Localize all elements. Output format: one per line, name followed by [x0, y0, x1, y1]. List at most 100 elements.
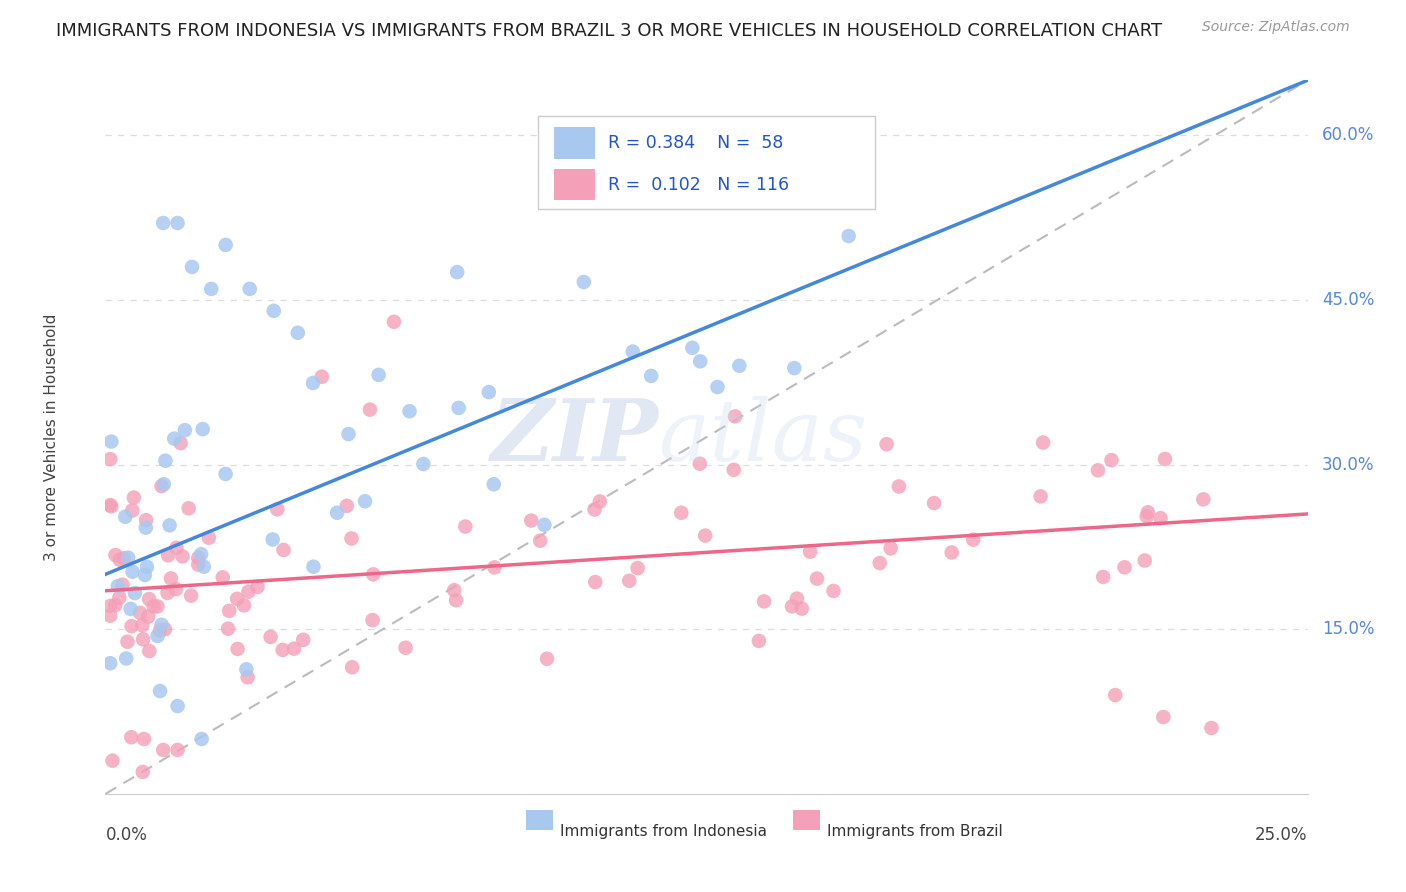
Point: [218, 604, 240, 618]
Bar: [793, 810, 820, 830]
Point: [121, 565, 143, 579]
Point: [454, 519, 477, 533]
Point: [117, 634, 139, 648]
Point: [135, 513, 157, 527]
Point: [484, 560, 506, 574]
Point: [98, 599, 121, 613]
FancyBboxPatch shape: [554, 169, 595, 201]
Point: [1133, 553, 1156, 567]
Point: [111, 578, 134, 592]
Point: [98, 657, 121, 671]
Point: [941, 545, 963, 559]
Point: [359, 402, 381, 417]
Point: [160, 571, 183, 585]
Point: [271, 643, 294, 657]
Text: 30.0%: 30.0%: [1322, 456, 1375, 474]
Point: [962, 533, 984, 547]
Point: [101, 754, 124, 768]
Point: [129, 606, 152, 620]
Point: [780, 599, 803, 614]
Point: [146, 629, 169, 643]
Point: [443, 583, 465, 598]
Text: R =  0.102   N = 116: R = 0.102 N = 116: [607, 176, 789, 194]
Point: [177, 501, 200, 516]
Text: 15.0%: 15.0%: [1322, 620, 1375, 638]
Point: [799, 544, 821, 558]
Point: [478, 385, 501, 400]
Point: [172, 549, 194, 564]
Text: atlas: atlas: [658, 396, 868, 478]
Point: [412, 457, 434, 471]
Point: [292, 632, 315, 647]
Point: [152, 743, 174, 757]
Point: [124, 586, 146, 600]
Point: [838, 229, 860, 244]
Text: IMMIGRANTS FROM INDONESIA VS IMMIGRANTS FROM BRAZIL 3 OR MORE VEHICLES IN HOUSEH: IMMIGRANTS FROM INDONESIA VS IMMIGRANTS …: [56, 22, 1163, 40]
Point: [262, 533, 284, 547]
Point: [887, 479, 910, 493]
Point: [394, 640, 416, 655]
Point: [922, 496, 945, 510]
Text: R = 0.384    N =  58: R = 0.384 N = 58: [607, 134, 783, 152]
Point: [1136, 505, 1159, 519]
Point: [181, 260, 204, 274]
Point: [572, 275, 595, 289]
Point: [187, 550, 209, 565]
Point: [238, 584, 260, 599]
Point: [302, 559, 325, 574]
Point: [165, 541, 187, 555]
Point: [226, 641, 249, 656]
Point: [138, 644, 160, 658]
Point: [217, 622, 239, 636]
Point: [136, 609, 159, 624]
Point: [1149, 511, 1171, 525]
Point: [879, 541, 901, 556]
Point: [152, 216, 174, 230]
Point: [104, 598, 127, 612]
Point: [149, 624, 172, 638]
Point: [156, 586, 179, 600]
Point: [695, 528, 717, 542]
Point: [1101, 453, 1123, 467]
Point: [120, 730, 142, 744]
Point: [398, 404, 420, 418]
Point: [132, 731, 155, 746]
Point: [134, 568, 156, 582]
Point: [198, 531, 221, 545]
Point: [748, 634, 770, 648]
Point: [122, 491, 145, 505]
Point: [589, 494, 612, 508]
Point: [163, 432, 186, 446]
Point: [790, 601, 813, 615]
Point: [150, 479, 173, 493]
Point: [783, 361, 806, 376]
Point: [444, 593, 467, 607]
Point: [159, 518, 181, 533]
Point: [446, 265, 468, 279]
Point: [142, 599, 165, 614]
Point: [1192, 492, 1215, 507]
Text: 0.0%: 0.0%: [105, 826, 148, 844]
Point: [823, 583, 845, 598]
Point: [193, 559, 215, 574]
Point: [131, 618, 153, 632]
Point: [311, 369, 333, 384]
Point: [287, 326, 309, 340]
Point: [259, 630, 281, 644]
Point: [138, 592, 160, 607]
Point: [447, 401, 470, 415]
Point: [121, 619, 143, 633]
Point: [1152, 710, 1174, 724]
Text: Source: ZipAtlas.com: Source: ZipAtlas.com: [1202, 20, 1350, 34]
FancyBboxPatch shape: [538, 116, 875, 209]
Point: [266, 502, 288, 516]
Point: [107, 579, 129, 593]
Point: [155, 453, 177, 467]
Point: [132, 632, 155, 647]
Point: [166, 216, 188, 230]
Point: [98, 498, 121, 512]
Point: [233, 599, 256, 613]
Point: [150, 617, 173, 632]
Point: [689, 457, 711, 471]
Point: [1114, 560, 1136, 574]
